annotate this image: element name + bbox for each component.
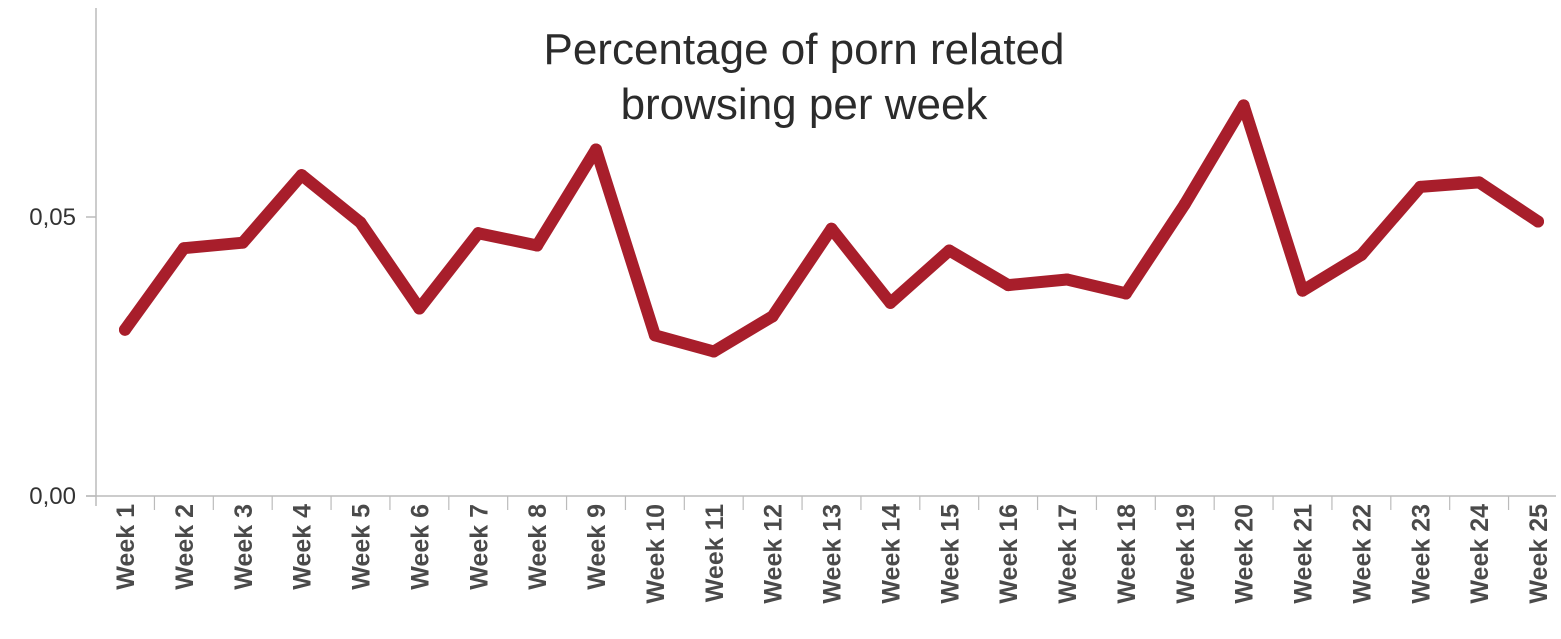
x-tick-label: Week 20 — [1231, 504, 1259, 604]
y-ticks-layer: 0,00 0,05 — [29, 204, 96, 510]
data-point — [1355, 248, 1368, 261]
data-point — [295, 169, 308, 182]
x-tick-label: Week 15 — [936, 504, 964, 604]
x-tick-label: Week 25 — [1525, 504, 1553, 604]
x-tick-label: Week 11 — [701, 504, 729, 602]
x-tick-label: Week 1 — [112, 504, 140, 590]
x-tick-label: Week 19 — [1172, 504, 1200, 604]
x-tick-label: Week 18 — [1113, 504, 1141, 604]
x-tick-label: Week 22 — [1348, 504, 1376, 604]
data-point — [119, 323, 131, 336]
x-tick-label: Week 23 — [1407, 504, 1435, 604]
data-point — [472, 227, 485, 240]
chart-title: Percentage of porn related browsing per … — [543, 25, 1064, 129]
x-tick-label: Week 6 — [406, 504, 434, 590]
data-point — [707, 345, 720, 358]
data-point — [354, 216, 367, 229]
data-point — [884, 296, 897, 309]
x-tick-label: Week 9 — [583, 504, 611, 590]
data-point — [1473, 176, 1486, 189]
x-tick-label: Week 12 — [760, 504, 788, 604]
data-point — [1414, 180, 1427, 193]
data-point — [1532, 215, 1544, 228]
data-point — [1061, 273, 1073, 286]
series-layer — [119, 99, 1544, 358]
y-tick-label: 0,05 — [29, 204, 76, 231]
data-point — [1178, 198, 1191, 211]
x-tick-label: Week 4 — [289, 504, 317, 590]
x-ticks-layer: Week 1 Week 2 Week 3 Week 4 Week 5 Week 6 Week… — [112, 496, 1553, 604]
x-tick-label: Week 13 — [819, 504, 847, 604]
x-tick-label: Week 24 — [1466, 504, 1494, 604]
x-tick-label: Week 10 — [642, 504, 670, 604]
data-point — [177, 242, 190, 255]
data-point — [648, 329, 661, 342]
data-point — [825, 222, 838, 235]
chart-title-line-2: browsing per week — [621, 80, 989, 129]
data-point — [413, 302, 426, 315]
data-point — [1002, 279, 1015, 292]
x-tick-label: Week 7 — [465, 504, 493, 590]
x-tick-label: Week 2 — [171, 504, 199, 590]
data-point — [1119, 287, 1132, 300]
x-tick-label: Week 3 — [230, 504, 258, 590]
data-point — [766, 310, 779, 323]
data-point — [590, 143, 602, 156]
data-point — [1296, 284, 1309, 297]
x-tick-label: Week 14 — [877, 504, 905, 604]
x-tick-label: Week 21 — [1290, 504, 1318, 604]
y-tick-label: 0,00 — [29, 483, 76, 510]
data-point — [1237, 99, 1250, 112]
x-tick-label: Week 5 — [348, 504, 376, 590]
data-point — [236, 236, 249, 249]
chart-title-line-1: Percentage of porn related — [543, 25, 1064, 74]
x-tick-label: Week 8 — [524, 504, 552, 590]
data-point — [531, 239, 544, 252]
x-tick-label: Week 17 — [1054, 504, 1082, 604]
x-tick-label: Week 16 — [995, 504, 1023, 604]
data-point — [943, 244, 956, 257]
